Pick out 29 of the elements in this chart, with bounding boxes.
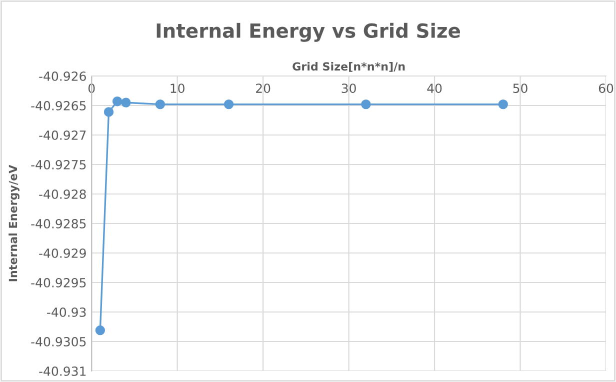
y-tick-label: -40.93 <box>47 307 86 317</box>
chart-title: Internal Energy vs Grid Size <box>156 22 460 42</box>
y-tick-label: -40.9275 <box>31 160 86 170</box>
point <box>155 99 166 110</box>
x-axis-title: Grid Size[n*n*n]/n <box>292 62 405 72</box>
x-tick-label: 10 <box>170 84 184 94</box>
y-axis-title: Internal Energy/eV <box>8 164 20 282</box>
y-tick-label: -40.9285 <box>31 218 86 228</box>
y-tick-label: -40.9265 <box>31 100 86 110</box>
y-tick-label: -40.9305 <box>31 336 86 346</box>
x-tick-label: 60 <box>598 84 614 94</box>
point <box>112 96 122 106</box>
x-tick-label: 0 <box>88 84 95 94</box>
y-tick-label: -40.9295 <box>31 278 86 288</box>
y-tick-label: -40.926 <box>39 71 86 81</box>
y-tick-label: -40.929 <box>39 248 86 258</box>
point <box>95 325 106 336</box>
point <box>121 98 131 108</box>
y-tick-label: -40.927 <box>39 130 86 140</box>
y-tick-label: -40.928 <box>39 189 86 199</box>
point <box>224 99 234 110</box>
x-tick-label: 50 <box>513 84 528 94</box>
point <box>361 99 371 110</box>
x-tick-label: 30 <box>342 84 356 94</box>
point <box>498 99 508 110</box>
y-tick-label: -40.931 <box>39 366 86 376</box>
x-tick-label: 40 <box>427 84 442 94</box>
x-tick-label: 20 <box>256 84 270 94</box>
point <box>104 107 114 117</box>
